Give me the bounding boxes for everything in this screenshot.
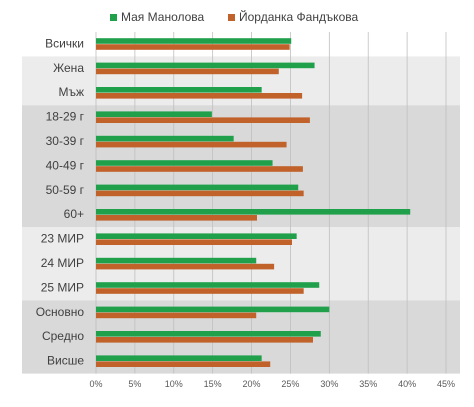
bar: [96, 288, 304, 294]
bar: [96, 93, 303, 99]
bar: [96, 111, 212, 117]
bar: [96, 257, 257, 264]
legend-swatch: [110, 14, 117, 21]
bar: [96, 306, 330, 313]
bar: [96, 263, 275, 270]
bar: [96, 312, 257, 319]
bar: [96, 209, 411, 215]
bar: [96, 361, 271, 367]
bar: [96, 337, 313, 343]
y-tick-label: 25 МИР: [41, 280, 84, 294]
bar: [96, 282, 320, 288]
bar: [96, 141, 287, 148]
y-tick-label: Мъж: [58, 85, 84, 99]
x-tick-label: 25%: [281, 379, 299, 389]
bar: [96, 87, 262, 93]
bar: [96, 215, 257, 221]
y-tick-label: 23 МИР: [41, 232, 84, 246]
y-tick-label: Основно: [36, 305, 85, 319]
y-tick-label: 24 МИР: [41, 256, 84, 270]
bar: [96, 355, 262, 361]
x-tick-label: 0%: [89, 379, 102, 389]
x-tick-label: 10%: [165, 379, 183, 389]
y-tick-label: 40-49 г: [46, 158, 85, 172]
legend-swatch: [228, 14, 235, 21]
x-tick-label: 15%: [204, 379, 222, 389]
y-tick-label: 30-39 г: [46, 134, 85, 148]
legend-label: Йорданка Фандъкова: [239, 9, 358, 24]
bar: [96, 68, 279, 75]
bar: [96, 160, 273, 166]
bar: [96, 166, 303, 172]
y-tick-label: Средно: [42, 329, 84, 343]
bar: [96, 62, 315, 69]
bar: [96, 117, 310, 123]
x-tick-label: 40%: [398, 379, 416, 389]
x-tick-label: 30%: [320, 379, 338, 389]
y-tick-label: Висше: [47, 354, 84, 368]
y-tick-label: Жена: [53, 61, 84, 75]
y-tick-label: 50-59 г: [46, 183, 85, 197]
legend-label: Мая Манолова: [121, 10, 205, 24]
bar: [96, 190, 304, 197]
x-tick-label: 5%: [128, 379, 141, 389]
x-tick-label: 45%: [437, 379, 455, 389]
x-tick-label: 35%: [359, 379, 377, 389]
bar: [96, 239, 292, 245]
y-tick-label: Всички: [45, 36, 84, 50]
bar: [96, 184, 299, 191]
bar: [96, 331, 321, 337]
bar: [96, 135, 234, 142]
x-tick-label: 20%: [243, 379, 261, 389]
bar: [96, 38, 292, 44]
y-tick-label: 18-29 г: [46, 110, 85, 124]
y-tick-label: 60+: [64, 207, 84, 221]
bar: [96, 44, 290, 50]
bar: [96, 233, 297, 239]
